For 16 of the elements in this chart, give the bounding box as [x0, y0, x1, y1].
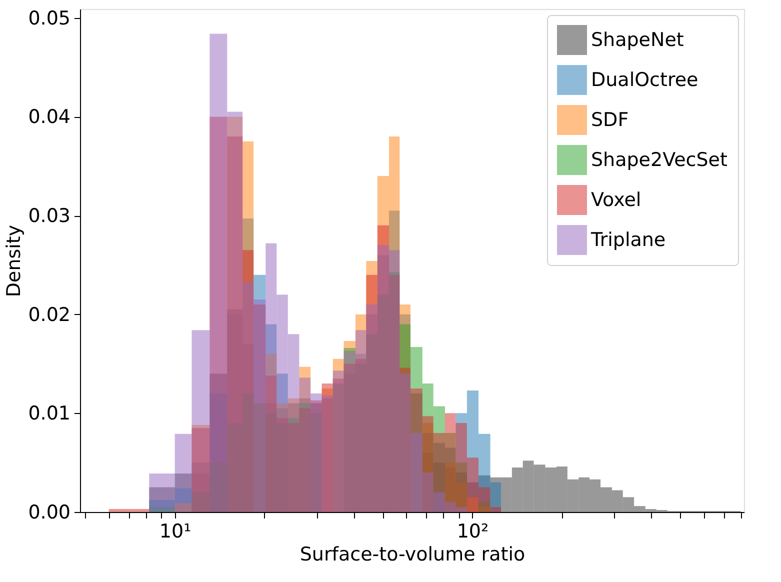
y-tick-label: 0.01 [28, 402, 70, 425]
legend-label: ShapeNet [591, 29, 684, 51]
y-tick-label: 0.02 [28, 304, 70, 326]
y-tick-label: 0.04 [28, 106, 70, 128]
legend-label: Triplane [590, 229, 666, 251]
y-tick-label: 0.00 [28, 502, 70, 524]
x-tick-label: 10¹ [159, 520, 192, 542]
legend-label: SDF [591, 109, 629, 131]
legend-label: DualOctree [591, 69, 698, 91]
x-axis-title: Surface-to-volume ratio [300, 544, 526, 566]
legend-label: Voxel [591, 189, 642, 211]
y-axis-title: Density [3, 224, 26, 298]
x-tick-label: 10² [456, 520, 489, 542]
legend-label: Shape2VecSet [591, 149, 728, 171]
y-tick-label: 0.03 [28, 205, 70, 228]
y-tick-label: 0.05 [28, 7, 70, 30]
